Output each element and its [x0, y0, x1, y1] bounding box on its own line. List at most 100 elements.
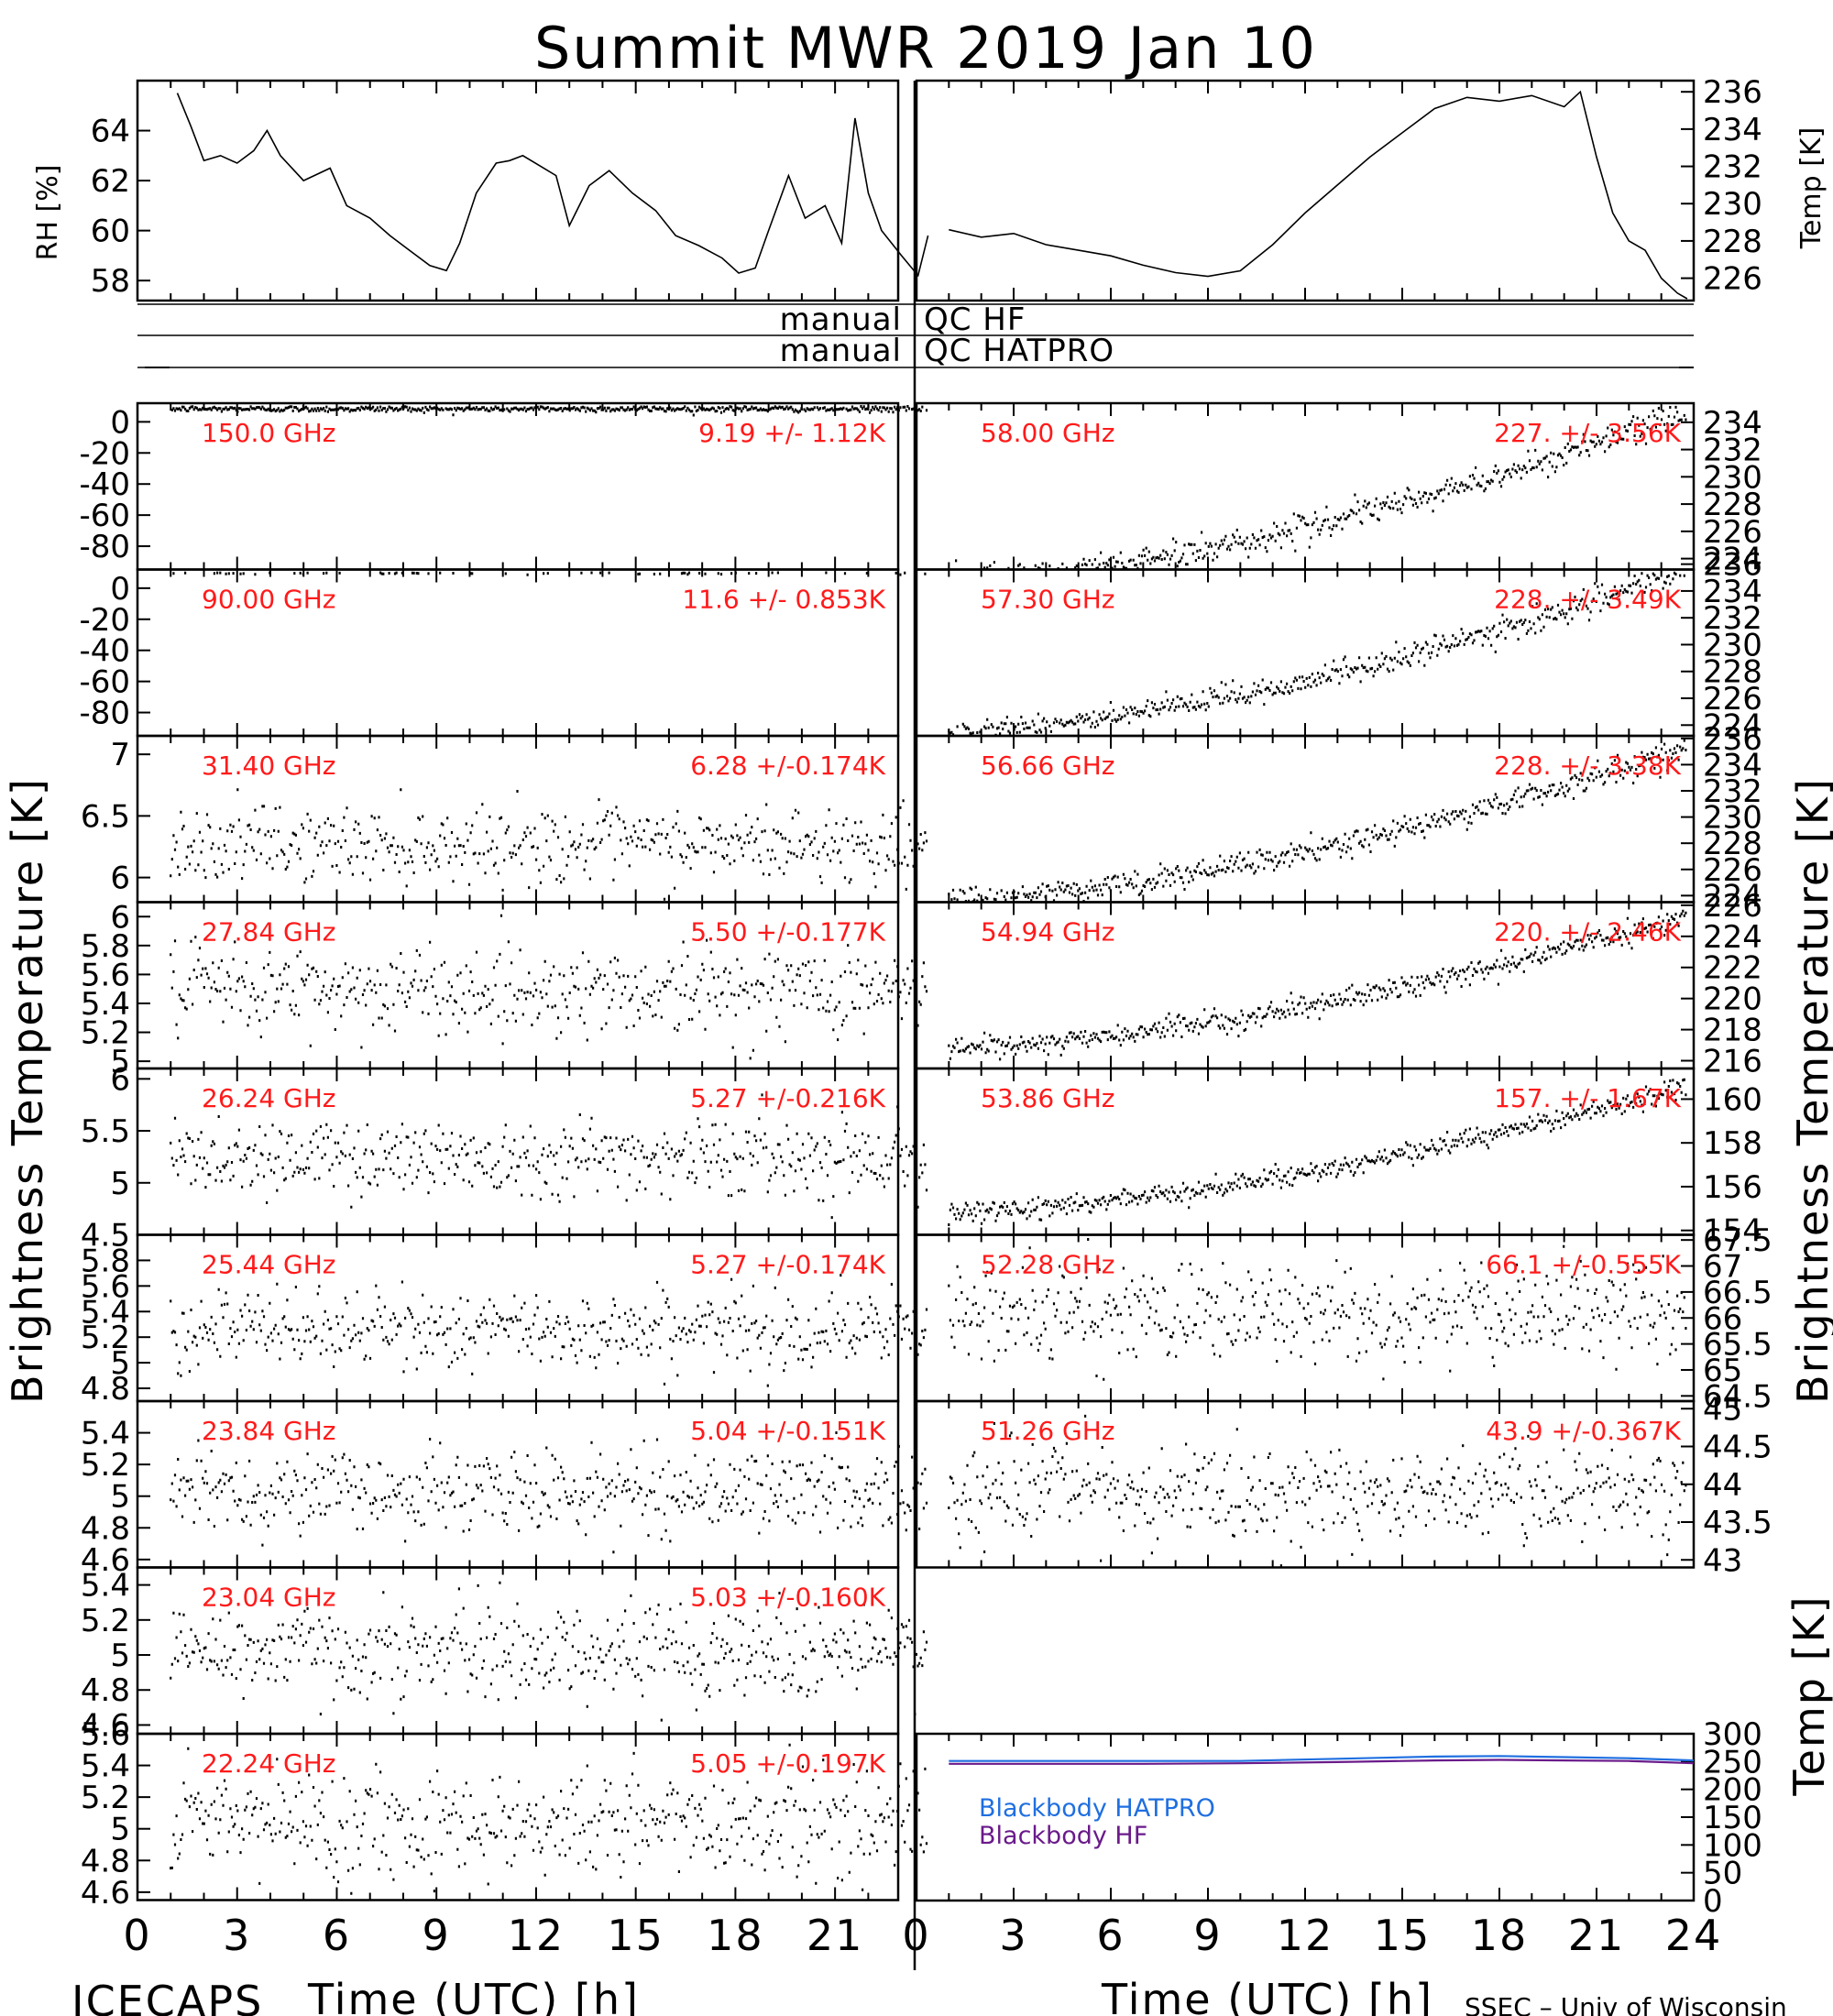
hatpro-panel-5-points: [948, 1238, 1687, 1381]
hatpro-panel-1-ytick-0: 224: [1703, 707, 1762, 744]
hatpro-panel-1-ytick-1: 226: [1703, 681, 1762, 718]
bb-temp-ylabel: Temp [K]: [1784, 1594, 1833, 1796]
hatpro-panel-0-ytick-4: 232: [1703, 433, 1762, 469]
hf-panel-1-ytick-3: -60: [79, 664, 130, 701]
hf-panel-4: 4.5 5 5.5 6 26.24 GHz 5.27 +/-0.216K: [81, 1061, 928, 1255]
hf-panel-0-freq-label: 150.0 GHz: [202, 418, 336, 448]
hatpro-panel-6-ytick-3: 44.5: [1703, 1430, 1773, 1466]
hatpro-panel-1-ytick-3: 230: [1703, 627, 1762, 663]
xtick-right-5: 15: [1374, 1911, 1432, 1960]
hf-panel-1: 0-20-40-60-80 90.00 GHz 11.6 +/- 0.853K: [79, 568, 927, 738]
hatpro-panel-3-ytick-2: 220: [1703, 981, 1762, 1018]
hf-panel-1-ytick-4: -80: [79, 696, 130, 732]
qc-band: manual QC HF manual QC HATPRO: [137, 301, 1694, 369]
hf-panel-6: 4.64.855.25.4 23.84 GHz 5.04 +/-0.151K: [81, 1399, 928, 1579]
rh-ytick-2: 62: [91, 163, 130, 200]
hf-panel-3-stats-label: 5.50 +/-0.177K: [690, 917, 885, 948]
hatpro-panel-3-points: [948, 909, 1687, 1061]
air-temp-panel-frame: [915, 79, 1696, 302]
hatpro-panel-5-ytick-3: 66: [1703, 1300, 1742, 1337]
hf-panel-8-ytick-0: 4.6: [81, 1875, 130, 1912]
hatpro-panel-3-ytick-3: 222: [1703, 950, 1762, 987]
air-temp-ytick-0: 226: [1703, 261, 1762, 298]
air-temp-ytick-2: 230: [1703, 186, 1762, 223]
hf-panel-6-points: [170, 1431, 928, 1554]
xtick-left-5: 15: [607, 1911, 664, 1960]
air-temp-ytick-3: 232: [1703, 149, 1762, 186]
hatpro-panel-2-ytick-6: 236: [1703, 721, 1762, 758]
hatpro-panel-0-freq-label: 58.00 GHz: [981, 418, 1115, 448]
hf-panel-1-stats-label: 11.6 +/- 0.853K: [682, 585, 885, 615]
hf-panel-5-ytick-1: 5: [110, 1345, 130, 1382]
hf-panel-4-ytick-3: 6: [110, 1061, 130, 1098]
hf-panel-8-frame: [136, 1732, 900, 1901]
hatpro-panel-6-ytick-4: 45: [1703, 1391, 1742, 1428]
hf-panel-0-ytick-4: -80: [79, 529, 130, 565]
hatpro-panel-4-points: [948, 1078, 1687, 1226]
hf-panel-7-stats-label: 5.03 +/-0.160K: [690, 1583, 885, 1613]
hf-panel-8-ytick-5: 5.6: [81, 1716, 130, 1753]
hf-panel-2-freq-label: 31.40 GHz: [202, 751, 336, 781]
hatpro-panel-5-stats-label: 66.1 +/-0.555K: [1486, 1250, 1681, 1280]
hatpro-panel-2-ytick-3: 230: [1703, 800, 1762, 837]
hatpro-panel-3-ytick-4: 224: [1703, 919, 1762, 956]
hf-panel-0-stats-label: 9.19 +/- 1.12K: [698, 418, 885, 448]
hatpro-panel-4-freq-label: 53.86 GHz: [981, 1083, 1115, 1113]
hf-panel-3-ytick-2: 5.4: [81, 986, 130, 1023]
hatpro-panel-0-ytick-0: 224: [1703, 542, 1762, 578]
blackbody-ytick-2: 100: [1703, 1827, 1762, 1864]
hf-panel-3: 55.25.45.65.86 27.84 GHz 5.50 +/-0.177K: [81, 899, 928, 1080]
hf-panel-0: 0-20-40-60-80 150.0 GHz 9.19 +/- 1.12K: [79, 401, 928, 571]
manual-hf-label: manual: [780, 301, 902, 338]
hf-panel-5-stats-label: 5.27 +/-0.174K: [690, 1250, 885, 1280]
hatpro-panel-6-ytick-0: 43: [1703, 1542, 1742, 1579]
hatpro-panel-4-ytick-0: 154: [1703, 1213, 1762, 1250]
air-temp-ytick-4: 234: [1703, 112, 1762, 148]
blackbody-ytick-3: 150: [1703, 1800, 1762, 1836]
hatpro-panel-0-ytick-5: 234: [1703, 405, 1762, 442]
hf-panel-4-stats-label: 5.27 +/-0.216K: [690, 1083, 885, 1113]
rh-panel-frame: [136, 79, 900, 302]
hatpro-panel-2-freq-label: 56.66 GHz: [981, 751, 1115, 781]
hatpro-panel-2-ytick-2: 228: [1703, 826, 1762, 862]
air-temp-trace: [949, 90, 1688, 300]
manual-hatpro-label: manual: [780, 333, 902, 369]
qc-hf-label: QC HF: [924, 301, 1026, 338]
hatpro-panel-1-ytick-5: 234: [1703, 574, 1762, 610]
hatpro-panel-6-freq-label: 51.26 GHz: [981, 1416, 1115, 1446]
hf-panel-6-stats-label: 5.04 +/-0.151K: [690, 1416, 885, 1446]
hf-panel-3-ytick-1: 5.2: [81, 1015, 130, 1052]
hatpro-panel-2-ytick-5: 234: [1703, 747, 1762, 783]
rh-trace: [176, 93, 929, 278]
temp-top-ylabel: Temp [K]: [1795, 127, 1828, 250]
hf-panel-1-points: [172, 571, 927, 576]
xtick-left-2: 6: [323, 1911, 351, 1960]
hf-panel-2: 6 6.5 7 31.40 GHz 6.28 +/-0.174K: [81, 734, 928, 904]
hatpro-panel-4-ytick-3: 160: [1703, 1081, 1762, 1118]
hatpro-panel-4: 154 156 158 160 53.86 GHz 157. +/- 1.67K: [915, 1067, 1762, 1250]
hf-panel-3-ytick-5: 6: [110, 899, 130, 936]
xtick-left-1: 3: [223, 1911, 251, 1960]
hf-panel-5-ytick-5: 5.8: [81, 1243, 130, 1279]
blackbody-ytick-0: 0: [1703, 1883, 1723, 1920]
xtick-right-6: 18: [1471, 1911, 1529, 1960]
hf-panel-0-points: [170, 405, 928, 417]
hf-panel-2-stats-label: 6.28 +/-0.174K: [690, 751, 885, 781]
hf-panel-5-ytick-3: 5.4: [81, 1294, 130, 1331]
hatpro-panel-2-ytick-4: 232: [1703, 773, 1762, 810]
hf-panel-2-ytick-0: 6: [110, 860, 130, 897]
hf-panel-2-ytick-2: 7: [110, 737, 130, 773]
footer-left: ICECAPS: [71, 1977, 263, 2016]
hatpro-panel-4-stats-label: 157. +/- 1.67K: [1494, 1083, 1681, 1113]
hf-panel-3-ytick-3: 5.6: [81, 957, 130, 993]
hatpro-panel-1-freq-label: 57.30 GHz: [981, 585, 1115, 615]
bt-right-ylabel: Brightness Temperature [K]: [1788, 777, 1833, 1404]
hf-panel-2-points: [170, 788, 928, 901]
hatpro-panel-2-points: [948, 739, 1687, 904]
hf-panel-5-points: [170, 1274, 928, 1387]
